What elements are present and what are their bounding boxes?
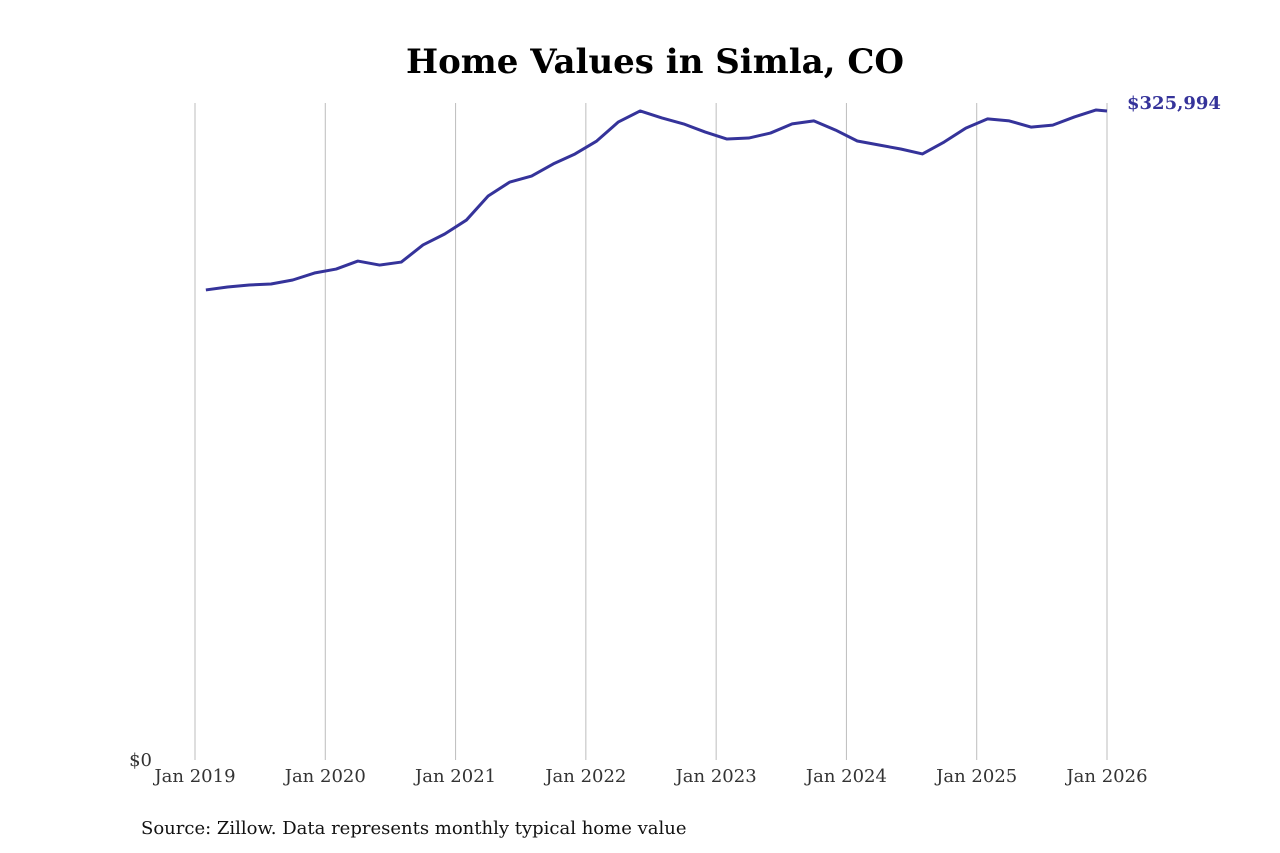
data-label: $325,994: [1127, 93, 1221, 114]
source-note: Source: Zillow. Data represents monthly …: [141, 818, 687, 839]
x-tick-label: Jan 2022: [543, 766, 626, 787]
x-tick-label: Jan 2023: [674, 766, 757, 787]
chart-title: Home Values in Simla, CO: [406, 42, 904, 82]
line-series: [205, 108, 1108, 292]
x-tick-label: Jan 2020: [283, 766, 366, 787]
x-tick-label: Jan 2021: [413, 766, 496, 787]
x-tick-label: Jan 2019: [152, 766, 235, 787]
x-tick-label: Jan 2025: [934, 766, 1017, 787]
y-tick-label: $0: [129, 750, 152, 771]
x-tick-label: Jan 2024: [804, 766, 887, 787]
x-tick-label: Jan 2026: [1064, 766, 1147, 787]
